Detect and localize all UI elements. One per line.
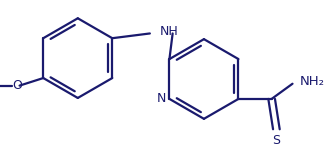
Text: O: O: [12, 79, 22, 92]
Text: NH: NH: [159, 25, 178, 38]
Text: N: N: [157, 92, 167, 105]
Text: S: S: [273, 134, 280, 147]
Text: NH₂: NH₂: [300, 75, 325, 88]
